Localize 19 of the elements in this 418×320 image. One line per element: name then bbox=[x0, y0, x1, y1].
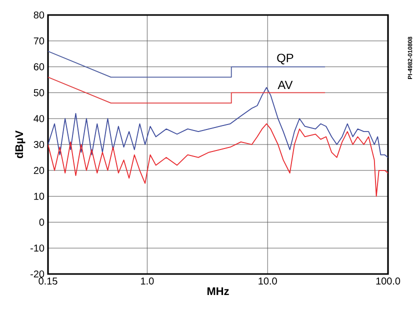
x-tick-label: 1.0 bbox=[141, 278, 154, 285]
x-tick-label: 0.15 bbox=[38, 278, 58, 285]
y-tick-label: 0 bbox=[39, 218, 44, 226]
x-tick-label: 100.0 bbox=[376, 278, 400, 285]
y-tick-label: 50 bbox=[34, 89, 44, 96]
x-tick-label: 10.0 bbox=[258, 278, 277, 285]
y-tick-label: -10 bbox=[30, 244, 44, 252]
y-tick-label: 80 bbox=[34, 11, 44, 19]
annotation: AV bbox=[278, 80, 293, 90]
y-axis-title: dBµV bbox=[15, 130, 26, 158]
y-tick-label: 60 bbox=[34, 63, 44, 70]
annotation: QP bbox=[277, 54, 294, 64]
x-axis-title: MHz bbox=[207, 287, 229, 295]
y-tick-label: 20 bbox=[34, 166, 44, 174]
y-tick-label: 40 bbox=[34, 115, 44, 122]
y-tick-label: 70 bbox=[34, 37, 44, 44]
y-tick-label: -20 bbox=[30, 270, 44, 278]
y-tick-label: 10 bbox=[34, 192, 44, 200]
y-tick-label: 30 bbox=[34, 140, 44, 148]
